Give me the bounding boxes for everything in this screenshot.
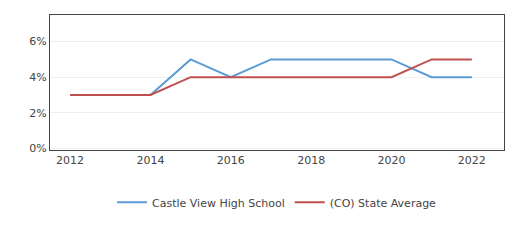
svg-text:2014: 2014 (136, 154, 164, 167)
svg-text:2%: 2% (29, 107, 46, 120)
svg-text:Castle View High School: Castle View High School (152, 197, 285, 210)
svg-text:2016: 2016 (217, 154, 245, 167)
svg-text:(CO) State Average: (CO) State Average (330, 197, 436, 210)
svg-text:2020: 2020 (378, 154, 406, 167)
svg-text:4%: 4% (29, 71, 46, 84)
svg-text:0%: 0% (29, 142, 46, 155)
svg-text:2018: 2018 (297, 154, 325, 167)
svg-text:2022: 2022 (458, 154, 486, 167)
svg-text:6%: 6% (29, 35, 46, 48)
svg-text:2012: 2012 (56, 154, 84, 167)
